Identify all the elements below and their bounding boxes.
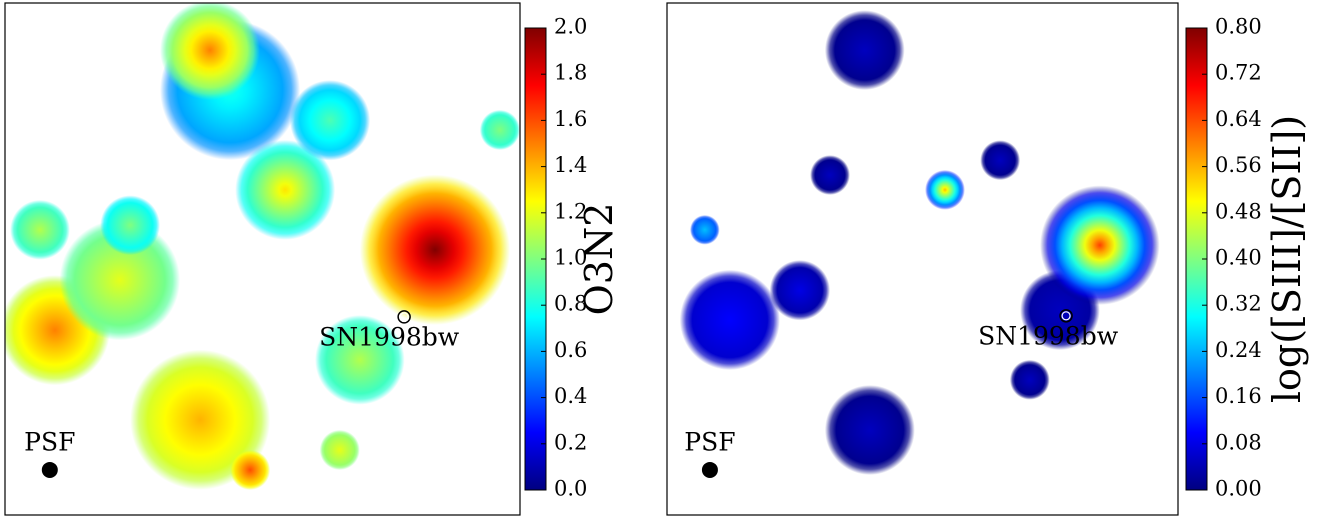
colorbar-tick-label: 2.0 bbox=[554, 15, 587, 39]
map-blob bbox=[1040, 185, 1160, 305]
psf-label: PSF bbox=[684, 427, 735, 456]
target-marker-inner bbox=[399, 312, 409, 322]
colorbar-tick-label: 0.00 bbox=[1215, 477, 1262, 501]
map-blob bbox=[824, 10, 905, 90]
psf-marker bbox=[701, 461, 718, 478]
colorbar-tick-label: 0.40 bbox=[1215, 246, 1262, 270]
colorbar-tick-label: 0.72 bbox=[1215, 61, 1262, 85]
map-blob bbox=[315, 315, 405, 405]
colorbar-tick-label: 0.80 bbox=[1215, 15, 1262, 39]
target-marker bbox=[397, 310, 411, 324]
map-blob bbox=[925, 169, 965, 210]
colorbar-tick-label: 0.32 bbox=[1215, 292, 1262, 316]
axes-frame bbox=[666, 2, 1179, 516]
colorbar-tick-label: 0.8 bbox=[554, 292, 587, 316]
map-blob bbox=[1009, 359, 1050, 400]
map-blob bbox=[100, 195, 161, 256]
map-blob bbox=[59, 219, 181, 341]
colorbar-tick-label: 1.0 bbox=[554, 246, 587, 270]
colorbar-label: log([SIII]/[SII]) bbox=[1265, 115, 1309, 403]
map-blob bbox=[479, 109, 520, 151]
map bbox=[667, 3, 1178, 515]
colorbar-tick-label: 0.0 bbox=[554, 477, 587, 501]
colorbar-tick-label: 1.2 bbox=[554, 199, 587, 223]
colorbar-tick-label: 1.8 bbox=[554, 61, 587, 85]
map-blob bbox=[689, 214, 720, 245]
colorbar-tick-label: 0.48 bbox=[1215, 199, 1262, 223]
colorbar-tick-label: 0.2 bbox=[554, 430, 587, 454]
colorbar-tick-label: 0.08 bbox=[1215, 430, 1262, 454]
map-blob bbox=[235, 139, 336, 240]
colorbar-tick-label: 0.56 bbox=[1215, 153, 1262, 177]
map-blob bbox=[289, 80, 371, 161]
colorbar-tick-label: 0.64 bbox=[1215, 107, 1262, 131]
colorbar-tick-label: 0.16 bbox=[1215, 384, 1262, 408]
map-blob bbox=[980, 140, 1021, 181]
colorbar-tick-label: 1.6 bbox=[554, 107, 587, 131]
map-blob bbox=[679, 269, 780, 371]
map-blob bbox=[769, 260, 831, 321]
psf-label: PSF bbox=[24, 427, 75, 456]
map-blob bbox=[810, 155, 850, 195]
map-blob bbox=[130, 349, 271, 490]
target-marker-inner bbox=[1061, 311, 1071, 321]
map-blob bbox=[824, 385, 915, 475]
map-blob bbox=[359, 174, 511, 325]
map bbox=[5, 3, 520, 515]
map-blob bbox=[160, 3, 260, 101]
axes-frame bbox=[4, 2, 521, 516]
target-label: SN1998bw bbox=[978, 321, 1119, 350]
target-label: SN1998bw bbox=[319, 322, 460, 351]
map-blob bbox=[319, 429, 360, 471]
colorbar-tick-label: 1.4 bbox=[554, 153, 587, 177]
colorbar-tick-label: 0.6 bbox=[554, 338, 587, 362]
psf-marker bbox=[41, 461, 58, 478]
map-blob bbox=[230, 449, 271, 491]
target-marker bbox=[1059, 309, 1073, 323]
colorbar-label: O3N2 bbox=[577, 203, 621, 316]
colorbar-tick-label: 0.24 bbox=[1215, 338, 1262, 362]
colorbar-tick-label: 0.4 bbox=[554, 384, 587, 408]
map-blob bbox=[10, 199, 70, 260]
